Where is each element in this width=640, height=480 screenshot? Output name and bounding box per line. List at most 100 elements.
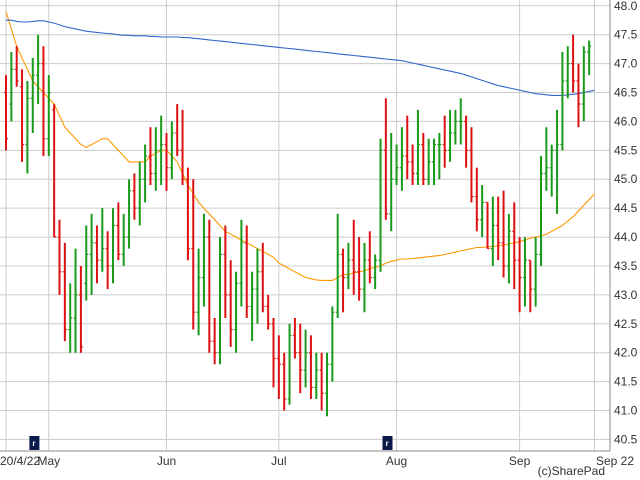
ma_short-line: [5, 11, 595, 281]
ohlc-bar-46: [250, 271, 255, 342]
y-tick-label-9: 45.0: [614, 172, 638, 186]
ohlc-bar-35: [191, 179, 196, 330]
axes: [0, 0, 611, 452]
ohlc-bar-88: [474, 167, 479, 232]
y-tick-label-14: 47.5: [614, 28, 638, 42]
ohlc-bar-39: [212, 318, 217, 365]
ohlc-bar-22: [121, 213, 126, 266]
y-tick-label-10: 45.5: [614, 143, 638, 157]
ohlc-bar-7: [41, 46, 46, 157]
ohlc-bar-89: [480, 185, 485, 238]
ohlc-bar-33: [180, 109, 185, 186]
y-tick-label-1: 41.0: [614, 404, 638, 418]
ma_long-line: [6, 19, 595, 96]
ohlc-bar-85: [458, 98, 463, 145]
ohlc-bar-10: [57, 219, 62, 295]
ohlc-bar-77: [415, 109, 420, 186]
ohlc-bar-104: [560, 52, 565, 151]
ohlc-bar-0: [4, 75, 8, 151]
y-tick-label-5: 43.0: [614, 288, 638, 302]
ohlc-bar-30: [164, 132, 169, 191]
event-marker-1: r: [382, 436, 393, 450]
x-tick-label-2: Jun: [157, 454, 176, 468]
ohlc-bar-98: [528, 259, 533, 313]
x-tick-label-0: 20/4/22: [0, 454, 40, 468]
ohlc-bar-23: [127, 179, 132, 249]
ohlc-bar-69: [373, 254, 378, 290]
ohlc-bar-65: [351, 219, 356, 295]
ohlc-bar-19: [105, 231, 110, 290]
ohlc-bar-67: [362, 242, 367, 313]
y-tick-label-7: 44.0: [614, 230, 638, 244]
y-tick-label-3: 42.0: [614, 346, 638, 360]
y-tick-label-0: 40.5: [614, 432, 638, 446]
ohlc-bar-72: [389, 132, 394, 232]
x-tick-label-6: Sep 22: [596, 454, 634, 468]
ohlc-bar-2: [14, 46, 19, 87]
ohlc-bar-102: [549, 144, 554, 197]
ohlc-bar-6: [36, 34, 41, 105]
ohlc-bar-68: [367, 231, 372, 284]
x-tick-label-5: Sep: [509, 454, 531, 468]
y-tick-label-2: 41.5: [614, 375, 638, 389]
ohlc-bar-54: [292, 318, 297, 359]
ohlc-bar-4: [25, 80, 30, 174]
ohlc-bar-87: [469, 127, 474, 203]
ohlc-bar-82: [442, 115, 447, 168]
ohlc-bar-12: [68, 283, 73, 353]
event-marker-0: r: [29, 436, 40, 450]
ohlc-bar-36: [196, 248, 201, 336]
y-tick-label-13: 47.0: [614, 57, 638, 71]
y-tick-label-4: 42.5: [614, 317, 638, 331]
ohlc-bar-84: [453, 109, 458, 145]
ohlc-bar-52: [282, 352, 287, 411]
ohlc-bar-95: [512, 202, 517, 290]
ohlc-bar-24: [132, 173, 137, 220]
ohlc-bar-103: [555, 109, 560, 214]
ohlc-bar-108: [581, 46, 586, 122]
ohlc-bar-101: [544, 127, 549, 191]
ohlc-bar-99: [533, 237, 538, 307]
ohlc-bar-59: [319, 352, 324, 411]
ohlc-bar-14: [78, 265, 83, 353]
ohlc-bar-74: [399, 127, 404, 191]
ohlc-bar-100: [539, 156, 543, 266]
event-marker-1-box: [382, 436, 393, 450]
ohlc-bar-20: [111, 208, 115, 284]
ohlc-bar-106: [571, 34, 576, 93]
ohlc-bar-57: [308, 335, 313, 399]
event-marker-1-label: r: [386, 439, 389, 448]
ohlc-bar-93: [501, 190, 506, 278]
ohlc-bar-71: [383, 98, 388, 220]
ohlc-bar-55: [298, 323, 303, 394]
y-tick-label-15: 48.0: [614, 0, 638, 13]
y-tick-label-11: 46.0: [614, 114, 638, 128]
event-marker-0-label: r: [32, 439, 35, 448]
ohlc-bar-76: [410, 144, 415, 186]
ohlc-bar-32: [175, 104, 180, 157]
moving-average-long: [6, 19, 595, 96]
x-tick-label-4: Aug: [386, 454, 407, 468]
ohlc-bar-28: [153, 127, 158, 191]
ohlc-bar-13: [73, 248, 78, 353]
x-tick-label-3: Jul: [271, 454, 286, 468]
y-tick-label-6: 43.5: [614, 259, 638, 273]
ohlc-bar-80: [432, 138, 436, 186]
ohlc-bar-62: [335, 213, 340, 319]
ohlc-bar-79: [426, 138, 431, 186]
ohlc-bar-53: [287, 323, 292, 405]
ohlc-bar-26: [143, 144, 148, 203]
ohlc-bar-49: [266, 294, 271, 330]
ohlc-bar-56: [303, 329, 308, 388]
ohlc-bar-44: [239, 219, 244, 307]
ohlc-bars: [4, 34, 592, 417]
ohlc-bar-18: [100, 208, 105, 272]
ohlc-bar-61: [330, 306, 335, 382]
ohlc-bar-21: [116, 202, 121, 261]
ohlc-bar-37: [201, 213, 206, 307]
moving-average-short: [5, 11, 595, 281]
ohlc-bar-8: [46, 75, 51, 157]
